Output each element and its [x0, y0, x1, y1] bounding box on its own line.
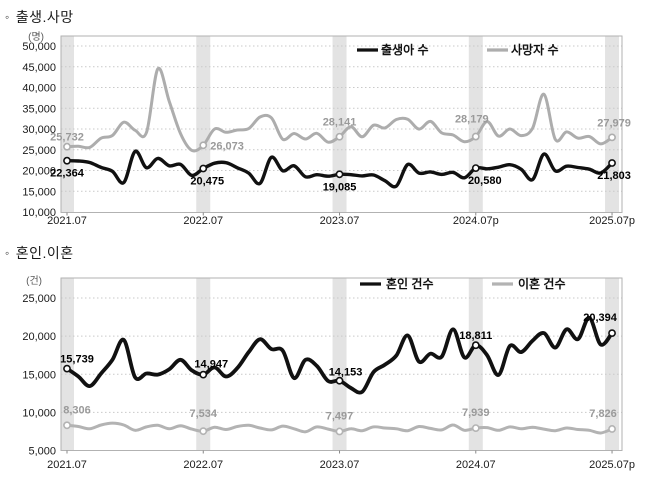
y-tick-label: 20,000	[22, 331, 56, 343]
data-point-label: 18,811	[459, 330, 492, 342]
x-tick-label: 2025.07p	[589, 215, 635, 227]
data-point-marker	[335, 427, 344, 436]
y-tick-label: 15,000	[22, 369, 56, 381]
x-tick-label: 2025.07p	[589, 459, 635, 471]
data-point-marker	[63, 364, 71, 373]
y-tick-label: 50,000	[22, 41, 56, 53]
data-point-label: 26,073	[210, 140, 244, 152]
data-point-label: 7,826	[589, 408, 617, 420]
legend-label: 출생아 수	[381, 42, 429, 57]
data-point-marker	[199, 370, 208, 379]
y-tick-label: 15,000	[22, 186, 56, 198]
data-point-label: 7,939	[462, 407, 490, 419]
y-tick-label: 10,000	[22, 207, 56, 219]
data-point-marker	[63, 142, 71, 151]
data-point-label: 14,947	[194, 359, 228, 371]
data-point-marker	[199, 427, 208, 436]
x-tick-label: 2021.07	[47, 459, 87, 471]
section-title-text: 혼인.이혼	[15, 245, 74, 261]
data-point-marker	[608, 159, 616, 167]
data-point-marker	[471, 424, 480, 432]
data-point-marker	[608, 133, 616, 142]
highlight-band	[61, 278, 74, 451]
y-tick-label: 20,000	[22, 166, 56, 178]
plot-border	[60, 35, 623, 213]
data-point-label: 7,497	[326, 410, 354, 422]
data-point-marker	[471, 341, 480, 350]
highlight-band	[468, 278, 483, 451]
data-point-label: 20,475	[190, 176, 224, 188]
data-point-label: 25,732	[50, 132, 84, 144]
data-point-marker	[335, 132, 344, 141]
data-point-label: 15,739	[60, 354, 94, 366]
title-bullet-icon: ◦	[5, 10, 10, 24]
data-point-marker	[471, 164, 480, 172]
data-point-label: 7,534	[189, 408, 217, 420]
data-point-marker	[199, 141, 208, 150]
axis-unit-label: (명)	[28, 31, 44, 43]
data-point-marker	[63, 156, 71, 165]
x-tick-label: 2023.07	[320, 215, 360, 227]
y-tick-label: 25,000	[22, 145, 56, 157]
plot-border	[60, 277, 623, 451]
data-point-label: 19,085	[323, 181, 357, 193]
x-tick-label: 2024.07	[456, 459, 496, 471]
data-point-marker	[608, 425, 616, 433]
data-point-label: 21,803	[597, 170, 631, 182]
legend-label: 혼인 건수	[386, 276, 434, 291]
y-tick-label: 5,000	[28, 446, 56, 458]
y-tick-label: 10,000	[22, 407, 56, 419]
y-tick-label: 45,000	[22, 62, 56, 74]
y-tick-label: 30,000	[22, 124, 56, 136]
data-point-label: 14,153	[329, 367, 363, 379]
data-point-marker	[608, 329, 616, 338]
x-tick-label: 2023.07	[320, 459, 360, 471]
highlight-band	[605, 278, 620, 451]
y-tick-label: 25,000	[22, 293, 56, 305]
data-point-label: 20,580	[468, 175, 502, 187]
data-point-label: 8,306	[63, 404, 91, 416]
axis-unit-label: (건)	[26, 275, 42, 287]
data-point-label: 28,179	[455, 114, 489, 126]
data-point-label: 27,979	[597, 117, 631, 129]
data-point-label: 20,394	[583, 312, 618, 324]
highlight-band	[332, 278, 347, 451]
x-tick-label: 2024.07p	[453, 215, 499, 227]
section-title-births-deaths: ◦ 출생.사망	[5, 7, 74, 27]
data-point-marker	[335, 170, 344, 179]
legend-label: 이혼 건수	[518, 276, 566, 291]
data-point-marker	[199, 164, 208, 173]
highlight-band	[196, 278, 211, 451]
y-tick-label: 35,000	[22, 103, 56, 115]
y-tick-label: 40,000	[22, 83, 56, 95]
x-tick-label: 2022.07	[183, 215, 223, 227]
data-point-label: 22,364	[50, 168, 85, 180]
section-title-marriage-divorce: ◦ 혼인.이혼	[5, 243, 74, 263]
data-point-marker	[63, 421, 71, 430]
highlight-band	[61, 36, 74, 213]
x-tick-label: 2022.07	[183, 459, 223, 471]
legend-label: 사망자 수	[511, 42, 559, 57]
data-point-marker	[335, 376, 344, 385]
title-bullet-icon: ◦	[5, 246, 10, 260]
data-point-label: 28,141	[323, 117, 357, 129]
section-title-text: 출생.사망	[15, 9, 74, 25]
x-tick-label: 2021.07	[47, 215, 87, 227]
highlight-band	[332, 36, 347, 213]
data-point-marker	[471, 132, 480, 141]
